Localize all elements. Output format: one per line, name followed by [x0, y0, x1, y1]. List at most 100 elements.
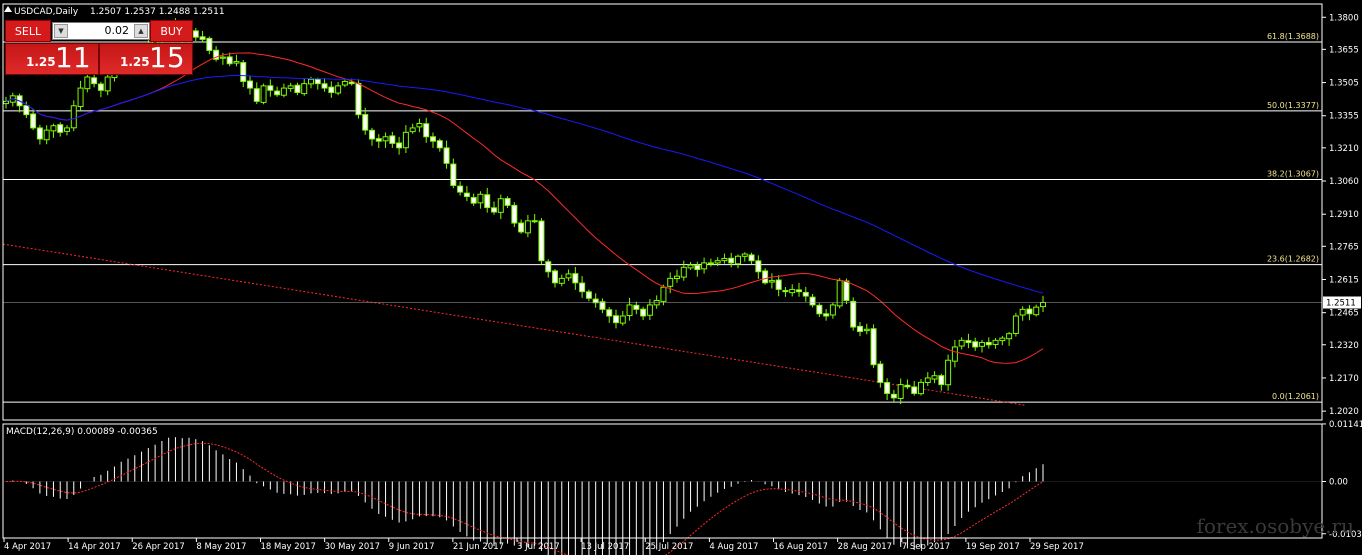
y-tick-label: 1.3800 [1329, 13, 1359, 23]
x-tick-label: 25 Jul 2017 [645, 542, 693, 552]
buy-price-box[interactable]: 1.25 15 [99, 41, 193, 75]
candle-body [409, 127, 416, 133]
candle-body [707, 262, 714, 265]
candle-body [335, 85, 342, 94]
macd-y-tick-label: 0.01141 [1329, 420, 1362, 430]
candle-body [938, 375, 945, 386]
candle-body [802, 291, 809, 297]
candle-body [823, 313, 830, 317]
x-tick-label: 3 Jul 2017 [517, 542, 560, 552]
candle-body [84, 76, 91, 90]
fib-level-label: 61.8(1.3688) [1267, 32, 1319, 41]
buy-button[interactable]: BUY [150, 20, 193, 42]
candle-body [545, 261, 552, 273]
candle-body [687, 264, 694, 269]
axes: 1.3800 1.3655 1.3505 1.3355 1.3210 1.3060 1.29… [2, 3, 1362, 552]
x-tick-label: 30 May 2017 [325, 542, 380, 552]
candle-body [762, 270, 769, 284]
candle-body [301, 83, 308, 95]
candle-body [524, 220, 531, 234]
lot-decrease-icon[interactable]: ▼ [54, 24, 68, 38]
candle-body [1033, 306, 1040, 316]
sell-price-pips: 11 [55, 41, 91, 74]
macd-title: MACD(12,26,9) 0.00089 -0.00365 [6, 427, 158, 437]
candle-body [64, 127, 70, 132]
lot-size-value: 0.02 [104, 24, 130, 37]
candle-body [463, 192, 470, 198]
macd-indicator-area[interactable] [3, 437, 1322, 555]
candle-body [396, 142, 403, 149]
candle-body [491, 207, 497, 213]
candle-body [369, 129, 375, 140]
lot-size-field[interactable]: ▼ 0.02 ▲ [52, 22, 150, 40]
candle-body [829, 304, 836, 316]
candle-body [606, 309, 613, 317]
candle-body [979, 342, 985, 347]
candle-body [728, 257, 735, 264]
candle-body [104, 76, 111, 92]
candle-body [321, 83, 328, 89]
candle-body [274, 90, 281, 96]
macd-y-tick-label: -0.01036 [1329, 530, 1362, 540]
x-tick-label: 29 Sep 2017 [1030, 542, 1084, 552]
candle-body [884, 382, 891, 394]
candle-body [226, 56, 233, 65]
price-frame [2, 3, 1323, 421]
candle-body [192, 30, 199, 38]
candle-body [504, 198, 511, 206]
candle-body [457, 185, 464, 193]
candle-body [843, 280, 850, 302]
candle-body [592, 298, 599, 304]
candle-body [430, 136, 436, 142]
candle-body [782, 290, 789, 293]
candle-body [945, 359, 952, 386]
candle-body [247, 80, 253, 89]
candle-body [1006, 333, 1013, 340]
candle-body [626, 304, 633, 317]
price-chart-area[interactable]: 61.8(1.3688) 50.0(1.3377) 38.2(1.3067) 23.6… [2, 18, 1322, 406]
candle-body [721, 257, 728, 262]
candle-body [890, 393, 897, 399]
candle-body [280, 87, 287, 96]
candle-body [199, 36, 206, 40]
candle-body [701, 262, 708, 270]
candle-body [287, 85, 294, 89]
candle-body [538, 220, 545, 262]
x-tick-label: 8 May 2017 [196, 542, 246, 552]
x-tick-label: 21 Jun 2017 [453, 542, 504, 552]
candle-body [50, 125, 57, 132]
sell-price-box[interactable]: 1.25 11 [5, 41, 99, 75]
lot-increase-icon[interactable]: ▲ [134, 24, 148, 38]
candle-body [613, 315, 619, 324]
candle-body [328, 86, 335, 94]
y-tick-label: 1.2615 [1329, 275, 1359, 285]
candle-body [924, 377, 931, 383]
sell-button[interactable]: SELL [5, 20, 51, 42]
fib-level-label: 0.0(1.2061) [1272, 392, 1319, 401]
candle-body [531, 220, 538, 223]
candle-body [375, 138, 382, 142]
macd-y-tick-label: 0.00 [1329, 478, 1348, 488]
candle-body [233, 61, 240, 64]
y-tick-label: 1.3060 [1329, 177, 1359, 187]
candle-body [348, 81, 355, 85]
x-tick-label: 7 Sep 2017 [902, 542, 950, 552]
fib-level-label: 23.6(1.2682) [1267, 255, 1319, 264]
candle-body [897, 384, 904, 399]
candle-body [43, 129, 50, 141]
candle-body [253, 88, 260, 102]
candle-body [579, 282, 586, 293]
candle-body [565, 273, 572, 279]
current-price-label: 1.2511 [1326, 299, 1356, 309]
candle-body [30, 113, 37, 129]
candle-body [816, 304, 823, 315]
candle-body [294, 84, 301, 94]
y-tick-label: 1.2320 [1329, 341, 1359, 351]
candle-body [633, 304, 640, 310]
candle-body [857, 325, 863, 332]
one-click-trading-panel: SELL ▼ 0.02 ▲ BUY 1.25 11 1.25 15 [5, 20, 193, 75]
candle-body [57, 124, 64, 133]
y-tick-label: 1.2465 [1329, 309, 1359, 319]
current-price-tag [1323, 296, 1361, 309]
